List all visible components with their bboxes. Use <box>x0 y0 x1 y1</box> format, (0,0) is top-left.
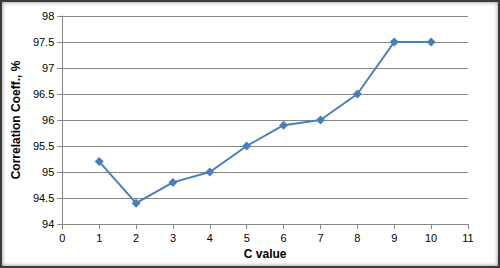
svg-text:9: 9 <box>391 232 397 244</box>
svg-text:6: 6 <box>281 232 287 244</box>
svg-text:4: 4 <box>207 232 213 244</box>
svg-text:95.5: 95.5 <box>33 140 54 152</box>
svg-text:0: 0 <box>59 232 65 244</box>
svg-text:11: 11 <box>462 232 473 244</box>
svg-text:94.5: 94.5 <box>33 192 54 204</box>
svg-text:96: 96 <box>42 114 54 126</box>
svg-text:5: 5 <box>244 232 250 244</box>
svg-text:8: 8 <box>354 232 360 244</box>
svg-text:C value: C value <box>244 247 287 261</box>
svg-text:Correlation Coeff., %: Correlation Coeff., % <box>9 60 23 179</box>
svg-text:3: 3 <box>170 232 176 244</box>
svg-text:10: 10 <box>425 232 437 244</box>
svg-text:97: 97 <box>42 62 54 74</box>
svg-text:97.5: 97.5 <box>33 36 54 48</box>
svg-text:96.5: 96.5 <box>33 88 54 100</box>
svg-text:2: 2 <box>133 232 139 244</box>
svg-text:98: 98 <box>42 10 54 22</box>
svg-text:95: 95 <box>42 166 54 178</box>
svg-text:94: 94 <box>42 218 54 230</box>
svg-text:7: 7 <box>317 232 323 244</box>
svg-text:1: 1 <box>96 232 102 244</box>
